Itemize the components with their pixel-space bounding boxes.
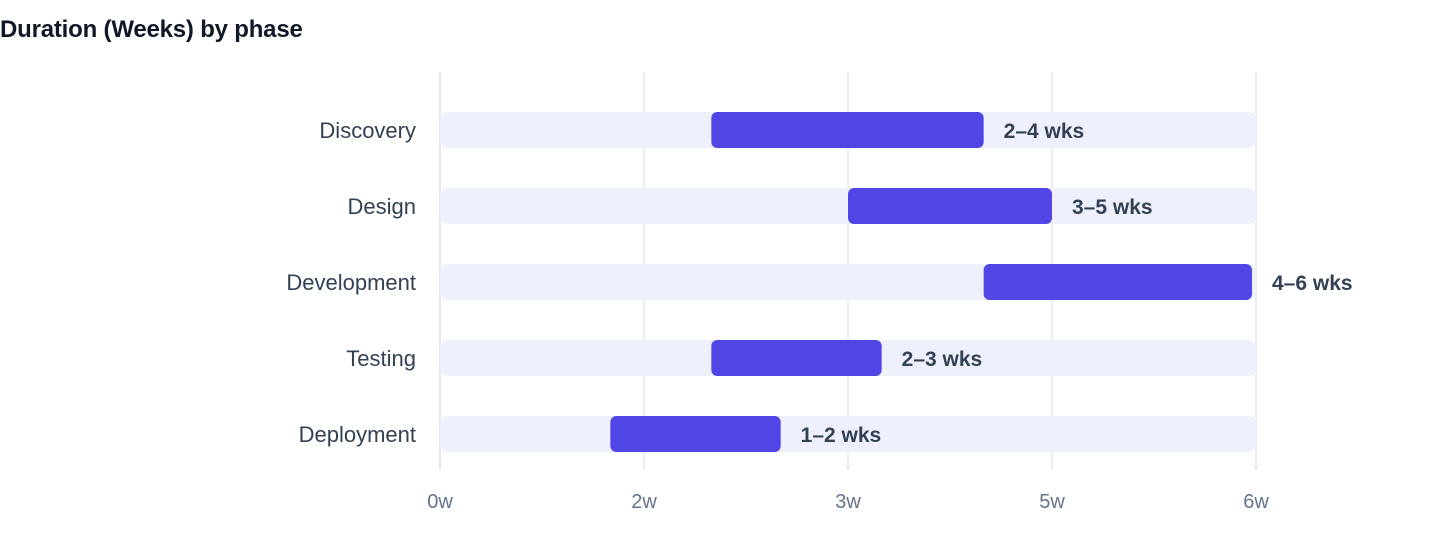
category-label: Design bbox=[348, 194, 416, 219]
x-tick-label: 3w bbox=[835, 491, 861, 513]
range-bar bbox=[711, 340, 882, 376]
range-bar bbox=[711, 112, 984, 148]
value-labels: 2–4 wks 3–5 wks 4–6 wks 2–3 wks 1–2 wks bbox=[801, 120, 1353, 447]
range-bars bbox=[610, 112, 1252, 452]
category-labels: Discovery Design Development Testing Deploym… bbox=[286, 118, 416, 447]
value-label: 3–5 wks bbox=[1072, 196, 1153, 219]
category-label: Testing bbox=[346, 346, 416, 371]
range-bar bbox=[848, 188, 1052, 224]
x-tick-labels: 0w 2w 3w 5w 6w bbox=[427, 491, 1269, 513]
x-tick-label: 0w bbox=[427, 491, 453, 513]
value-label: 1–2 wks bbox=[801, 424, 882, 447]
category-label: Development bbox=[286, 270, 416, 295]
value-label: 4–6 wks bbox=[1272, 272, 1353, 295]
x-tick-label: 5w bbox=[1039, 491, 1065, 513]
category-label: Discovery bbox=[319, 118, 416, 143]
chart-title: Duration (Weeks) by phase bbox=[0, 16, 303, 43]
value-label: 2–4 wks bbox=[1004, 120, 1085, 143]
value-label: 2–3 wks bbox=[902, 348, 983, 371]
range-bar bbox=[983, 264, 1252, 300]
x-tick-label: 6w bbox=[1243, 491, 1269, 513]
x-tick-label: 2w bbox=[631, 491, 657, 513]
category-label: Deployment bbox=[299, 422, 416, 447]
range-bar bbox=[610, 416, 781, 452]
